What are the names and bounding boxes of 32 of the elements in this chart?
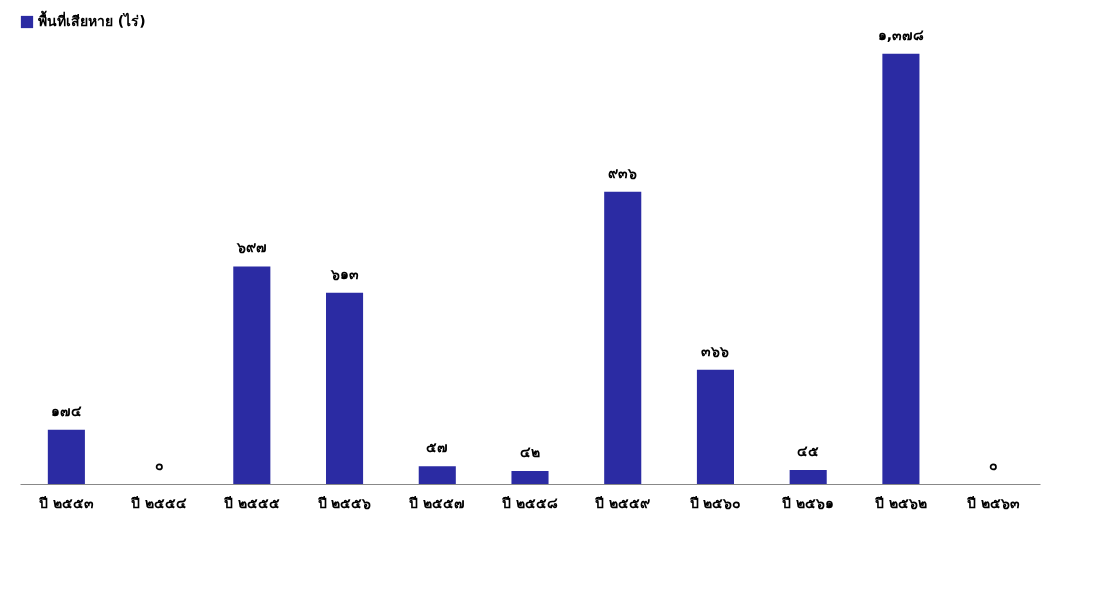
x-tick-label: ปี ๒๕๕๖ — [316, 494, 372, 511]
x-tick-label: ปี ๒๕๕๔ — [130, 494, 188, 511]
x-tick-label: ปี ๒๕๕๙ — [594, 494, 651, 511]
x-tick-label: ปี ๒๕๕๘ — [501, 494, 558, 511]
bar — [326, 292, 364, 484]
bar — [418, 466, 456, 484]
bar — [789, 469, 827, 484]
x-tick-label: ปี ๒๕๕๕ — [222, 494, 280, 511]
x-tick-label: ปี ๒๕๖๑ — [781, 494, 835, 511]
bar — [882, 53, 920, 484]
bar — [696, 369, 734, 484]
data-label: ๐ — [989, 457, 999, 473]
x-tick-label: ปี ๒๕๕๗ — [408, 494, 466, 511]
data-label: ๔๕ — [797, 442, 820, 459]
legend-label: พื้นที่เสียหาย (ไร่) — [38, 10, 146, 29]
data-label: ๖๑๓ — [329, 265, 359, 282]
data-label: ๙๓๖ — [608, 164, 638, 181]
bar — [604, 191, 642, 484]
data-label: ๔๒ — [520, 443, 540, 460]
bar — [233, 266, 271, 484]
data-label: ๖๙๗ — [235, 239, 267, 256]
x-tick-label: ปี ๒๕๖๒ — [873, 494, 927, 511]
x-tick-label: ปี ๒๕๖๐ — [688, 494, 742, 511]
data-label: ๓๖๖ — [701, 342, 730, 359]
bar — [47, 429, 85, 484]
data-label: ๑,๓๗๘ — [877, 26, 925, 43]
bar — [511, 470, 549, 484]
data-label: ๑๗๔ — [50, 402, 82, 419]
x-tick-label: ปี ๒๕๕๓ — [37, 494, 94, 511]
x-tick-label: ปี ๒๕๖๓ — [966, 494, 1021, 511]
data-label: ๕๗ — [426, 439, 449, 456]
data-label: ๐ — [154, 457, 164, 473]
